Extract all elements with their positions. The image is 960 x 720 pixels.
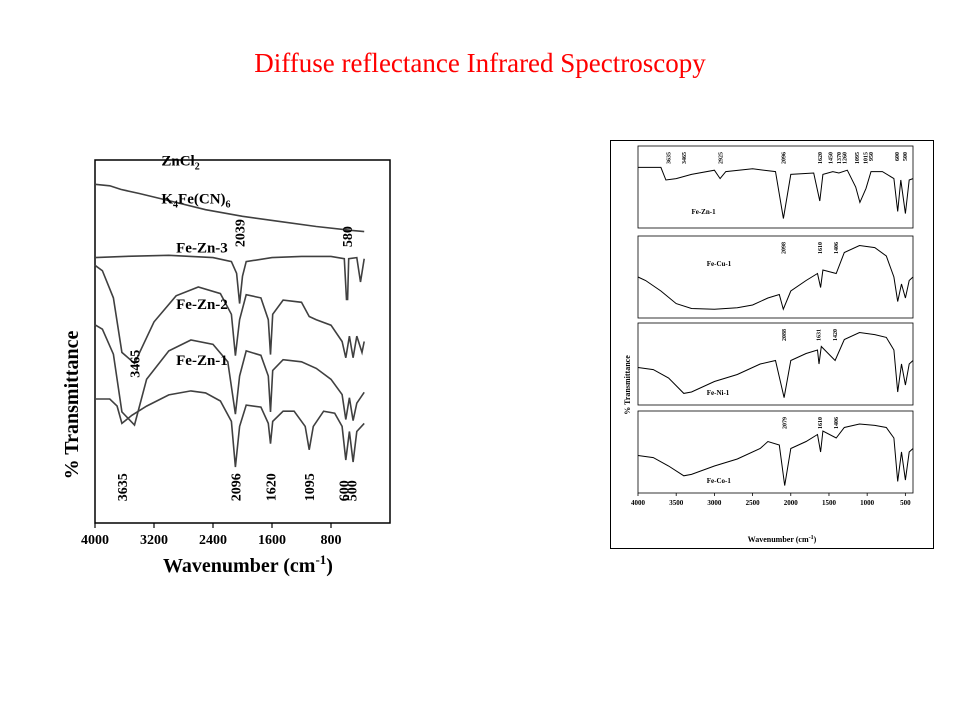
right-peak-label-0-3: 2096 xyxy=(781,152,787,164)
right-panel-name-1: Fe-Cu-1 xyxy=(707,260,732,268)
left-peak-label-4: 2096 xyxy=(229,473,244,501)
right-peak-label-3-0: 2079 xyxy=(783,417,789,429)
right-panel-border-3 xyxy=(637,410,914,494)
right-x-ticks: 4000 3500 3000 2500 2000 1500 1000 500 xyxy=(631,493,911,507)
right-panel-name-2: Fe-Ni-1 xyxy=(707,389,730,397)
left-series-curve-3 xyxy=(94,324,365,427)
right-panel-curve-2 xyxy=(637,331,914,398)
right-y-axis-label: % Transmittance xyxy=(623,355,632,415)
right-peak-label-0-0: 3635 xyxy=(667,152,673,164)
left-x-axis-label: Wavenumber (cm-1) xyxy=(163,552,333,577)
left-x-ticks: 4000 3200 2400 1600 800 xyxy=(81,523,342,548)
right-x-axis-label: Wavenumber (cm-1) xyxy=(748,535,817,544)
right-peak-label-1-2: 1406 xyxy=(834,242,840,254)
left-series-curve-1 xyxy=(94,254,365,304)
left-peak-label-3: 3635 xyxy=(116,473,131,501)
right-peak-label-2-2: 1420 xyxy=(833,329,839,341)
right-x-tick-label-4: 2000 xyxy=(784,499,799,507)
right-x-tick-label-7: 500 xyxy=(900,499,911,507)
right-peak-label-0-7: 1370 xyxy=(837,152,843,164)
left-peak-label-7: 600 xyxy=(338,480,353,501)
right-x-tick-label-6: 1000 xyxy=(860,499,875,507)
right-peak-label-0-2: 2925 xyxy=(719,152,725,164)
right-panel-border-0 xyxy=(637,145,914,229)
right-peak-label-0-1: 3465 xyxy=(682,152,688,164)
left-series-curve-2 xyxy=(94,264,365,365)
right-peak-label-2-0: 2088 xyxy=(782,329,788,341)
left-peak-label-1: 580 xyxy=(341,226,356,247)
right-x-tick-label-5: 1500 xyxy=(822,499,837,507)
right-panel-curve-1 xyxy=(637,244,914,311)
left-series-label-0: ZnCl2 xyxy=(161,153,199,172)
left-x-tick-label-4: 800 xyxy=(321,533,342,548)
right-peak-label-0-8: 1095 xyxy=(855,152,861,164)
right-peak-label-0-5: 1450 xyxy=(829,152,835,164)
left-series-label-1: K4Fe(CN)6 xyxy=(161,192,230,211)
slide-title: Diffuse reflectance Infrared Spectroscop… xyxy=(254,48,706,78)
right-panel-name-3: Fe-Co-1 xyxy=(707,477,732,485)
left-peak-label-2: 3465 xyxy=(128,350,143,378)
left-x-tick-label-0: 4000 xyxy=(81,533,109,548)
right-panel-name-0: Fe-Zn-1 xyxy=(691,208,716,216)
left-y-axis-label: % Transmittance xyxy=(61,331,83,480)
right-peak-label-0-12: 500 xyxy=(903,152,909,161)
right-peak-label-3-1: 1610 xyxy=(818,417,824,429)
right-peak-label-0-10: 950 xyxy=(869,152,875,161)
left-series-curve-4 xyxy=(95,390,365,468)
right-peak-label-0-4: 1620 xyxy=(818,152,824,164)
left-plot-frame xyxy=(94,159,391,524)
right-panel-border-2 xyxy=(637,322,914,406)
left-series-label-2: Fe-Zn-3 xyxy=(176,241,228,257)
right-chart-border xyxy=(610,140,934,549)
right-peak-label-0-11: 600 xyxy=(895,152,901,161)
left-x-tick-label-2: 2400 xyxy=(199,533,227,548)
left-plot-border xyxy=(94,159,391,524)
right-peak-label-3-2: 1406 xyxy=(834,417,840,429)
right-x-tick-label-0: 4000 xyxy=(631,499,646,507)
right-panel-2: Fe-Ni-1 2088 1631 1420 xyxy=(637,322,914,406)
left-x-tick-label-3: 1600 xyxy=(258,533,286,548)
left-peak-label-6: 1095 xyxy=(303,473,318,501)
right-panel-1: Fe-Cu-1 2098 1610 1406 xyxy=(637,235,914,319)
right-x-tick-label-2: 3000 xyxy=(707,499,722,507)
left-series-curve-0 xyxy=(94,183,365,233)
right-peak-label-0-6: 1260 xyxy=(842,152,848,164)
left-x-tick-label-1: 3200 xyxy=(140,533,168,548)
left-series-label-4: Fe-Zn-1 xyxy=(176,353,228,369)
left-peak-label-5: 1620 xyxy=(265,473,280,501)
right-panel-curve-0 xyxy=(638,166,914,219)
left-series-label-3: Fe-Zn-2 xyxy=(176,297,228,313)
right-x-tick-label-3: 2500 xyxy=(746,499,761,507)
right-peak-label-2-1: 1631 xyxy=(816,329,822,341)
left-peak-label-8: 500 xyxy=(346,480,361,501)
left-ir-chart: ZnCl2 K4Fe(CN)6 Fe-Zn-3 Fe-Zn-2 Fe-Zn-1 2039… xyxy=(61,153,391,577)
left-peak-label-0: 2039 xyxy=(234,219,249,247)
right-peak-label-1-1: 1610 xyxy=(818,242,824,254)
right-peak-label-0-9: 1015 xyxy=(864,152,870,164)
right-x-tick-label-1: 3500 xyxy=(669,499,684,507)
right-panel-3: Fe-Co-1 2079 1610 1406 xyxy=(637,410,914,494)
left-curves xyxy=(94,183,365,468)
right-peak-label-1-0: 2098 xyxy=(781,242,787,254)
right-panel-curve-3 xyxy=(637,423,914,486)
left-series-labels: ZnCl2 K4Fe(CN)6 Fe-Zn-3 Fe-Zn-2 Fe-Zn-1 xyxy=(161,153,230,369)
